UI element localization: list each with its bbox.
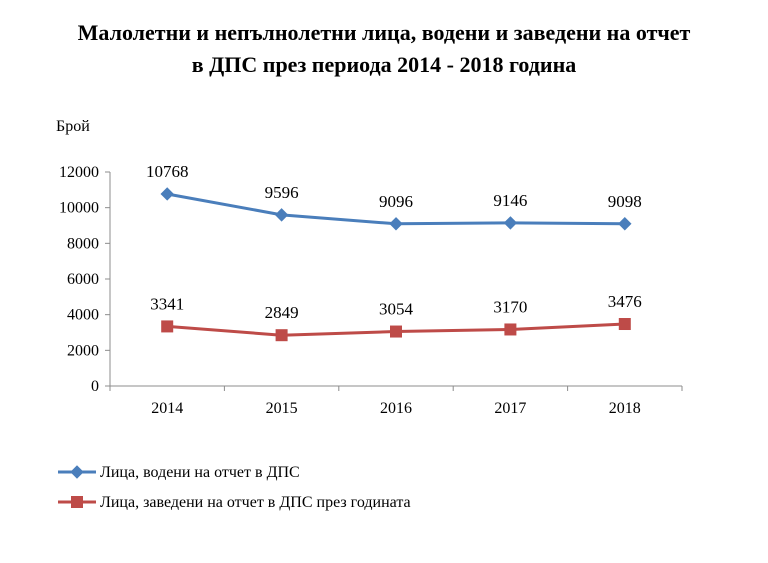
data-label: 9596 bbox=[265, 183, 299, 202]
x-tick-label: 2015 bbox=[266, 400, 298, 417]
series-2-point bbox=[275, 329, 288, 342]
x-tick-label: 2014 bbox=[151, 400, 183, 417]
series-1-point bbox=[389, 217, 403, 231]
series-2-point bbox=[504, 323, 517, 336]
chart-title-line-1: Малолетни и непълнолетни лица, водени и … bbox=[78, 20, 691, 45]
data-label: 2849 bbox=[265, 303, 299, 322]
data-label: 3476 bbox=[608, 292, 642, 311]
series-2-point bbox=[390, 325, 402, 338]
series-2-point bbox=[618, 318, 631, 331]
y-tick-label: 4000 bbox=[67, 307, 99, 324]
data-label: 10768 bbox=[146, 162, 189, 181]
x-tick-label: 2017 bbox=[494, 400, 526, 417]
y-tick-label: 0 bbox=[91, 378, 99, 395]
data-label: 9098 bbox=[608, 192, 642, 211]
data-label: 3170 bbox=[493, 297, 527, 316]
y-tick-label: 2000 bbox=[67, 342, 99, 359]
chart-title-line-2: в ДПС през периода 2014 - 2018 година bbox=[192, 52, 577, 77]
legend-marker-1 bbox=[70, 465, 84, 479]
legend: Лица, водени на отчет в ДПС Лица, заведен… bbox=[58, 464, 411, 511]
data-label: 3054 bbox=[379, 300, 414, 319]
legend-label-1: Лица, водени на отчет в ДПС bbox=[100, 464, 300, 481]
y-tick-label: 12000 bbox=[59, 164, 99, 181]
data-label: 3341 bbox=[150, 294, 184, 313]
y-tick-label: 10000 bbox=[59, 200, 99, 217]
y-tick-label: 6000 bbox=[67, 271, 99, 288]
plot-area: 0 2000 4000 6000 8000 10000 12000 2014 2015 2016 2… bbox=[59, 162, 683, 417]
y-tick-label: 8000 bbox=[67, 235, 99, 252]
series-1-point bbox=[503, 216, 518, 230]
series-1-point bbox=[160, 187, 174, 201]
x-tick-label: 2018 bbox=[609, 400, 641, 417]
data-label: 9096 bbox=[379, 192, 413, 211]
x-tick-label: 2016 bbox=[380, 400, 412, 417]
series-1-point bbox=[274, 208, 289, 222]
series-2-point bbox=[161, 320, 174, 333]
y-axis-label: Брой bbox=[56, 118, 90, 135]
legend-label-2: Лица, заведени на отчет в ДПС през годин… bbox=[100, 494, 411, 511]
legend-marker-2 bbox=[71, 496, 83, 508]
data-label: 9146 bbox=[493, 191, 527, 210]
series-1-point bbox=[618, 217, 632, 231]
